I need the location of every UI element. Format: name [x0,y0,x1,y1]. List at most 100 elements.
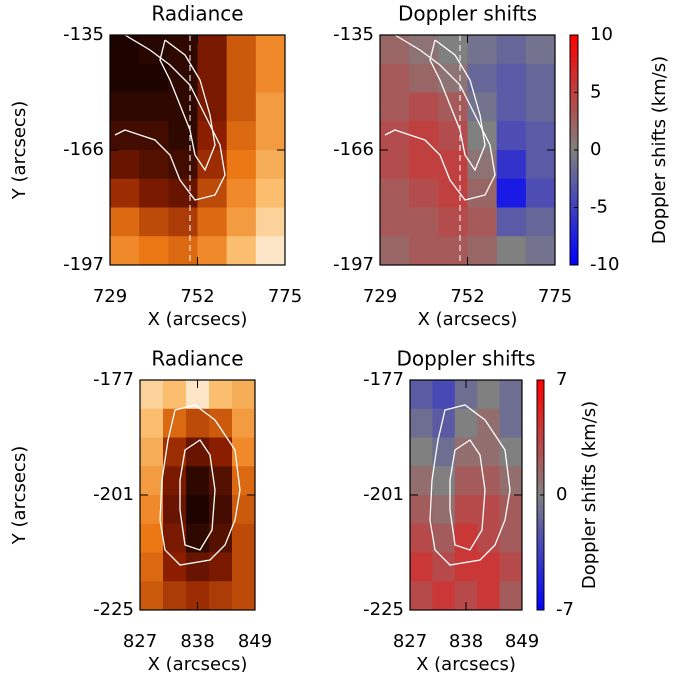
colorbar-strip [537,414,544,419]
heatmap-cell [168,207,198,237]
heatmap-cell [525,92,556,122]
contour [179,439,216,551]
heatmap-cell [140,380,164,410]
colorbar-strip [570,173,578,178]
heatmap-cell [380,178,410,208]
heatmap-cell [410,581,433,611]
heatmap-cell [477,552,501,582]
colorbar-strip [570,107,578,113]
y-tick-label: -166 [333,139,374,160]
heatmap-cell [140,581,164,611]
colorbar-label: Doppler shifts (km/s) [579,401,600,589]
y-tick-label: -201 [363,484,404,505]
colorbar-strip [570,130,578,136]
plot-title: Radiance [151,2,243,26]
heatmap-cell [163,552,187,582]
colorbar-strip [537,460,544,465]
heatmap-cell [454,380,478,410]
heatmap-cell [438,178,468,208]
heatmap-cell [432,581,456,611]
colorbar-strip [537,410,544,415]
heatmap-cell [209,523,233,553]
x-tick-label: 752 [180,286,214,307]
colorbar-strip [537,564,544,569]
colorbar-strip [537,518,544,523]
heatmap-cell [432,408,456,438]
heatmap-cell [454,552,478,582]
heatmap-cell [467,236,498,266]
colorbar-strip [537,399,544,404]
heatmap-cell [525,178,556,208]
colorbar-strip [570,261,578,266]
colorbar-strip [570,176,578,182]
heatmap-cell [255,178,286,208]
colorbar-tick-label: 0 [590,139,601,160]
colorbar-strip [537,567,544,573]
heatmap-cell [209,552,233,582]
colorbar-strip [537,571,544,576]
colorbar-strip [537,426,544,431]
heatmap-cell [140,495,164,525]
colorbar-strip [537,383,544,389]
heatmap-cell [438,92,468,122]
plot-title: Doppler shifts [396,347,535,371]
colorbar-strip [537,433,544,438]
heatmap-cell [499,437,523,467]
colorbar-strip [537,521,544,527]
colorbar-strip [537,456,544,461]
heatmap-cell [409,207,439,237]
colorbar-strip [537,380,544,385]
x-axis-label: X (arcsecs) [416,654,516,672]
heatmap-cell [477,581,501,611]
x-axis-label: X (arcsecs) [148,654,248,672]
colorbar-strip [537,437,544,442]
contour [449,439,486,551]
heatmap-cell [380,35,410,65]
heatmap-cell [140,552,164,582]
heatmap-cell [255,92,286,122]
contour-set [429,404,511,566]
colorbar-strip [537,583,544,588]
colorbar-strip [537,422,544,427]
heatmap-cell [168,35,198,65]
heatmap-cell [438,35,468,65]
heatmap-cell [168,236,198,266]
colorbar-strip [570,88,578,93]
colorbar-strip [537,418,544,423]
heatmap-cell [438,207,468,237]
heatmap-cell [477,523,501,553]
y-tick-label: -225 [93,599,134,620]
plot-title: Doppler shifts [398,2,537,26]
heatmap-cell [380,236,410,266]
colorbar-strip [570,234,578,239]
colorbar-strip [570,92,578,97]
colorbar-strip [537,468,544,473]
colorbar-strip [570,73,578,78]
heatmap-cell [496,178,527,208]
heatmap-cell [209,408,233,438]
colorbar-strip [537,575,544,580]
y-tick-label: -135 [63,24,104,45]
colorbar-strip [570,157,578,162]
colorbar-strip [537,491,544,496]
colorbar-strip [537,514,544,519]
colorbar-strip [570,192,578,197]
heatmap-cell [499,408,523,438]
y-tick-label: -135 [333,24,374,45]
colorbar-strip [570,242,578,247]
heatmap-cell [380,207,410,237]
heatmap-cell [140,408,164,438]
heatmap-cell [409,236,439,266]
heatmap-cell [525,207,556,237]
colorbar-strip [537,395,544,400]
heatmap-cell [525,236,556,266]
heatmap-cell [432,437,456,467]
y-axis-label: Y (arcsecs) [9,446,30,545]
heatmap-cell [232,380,256,410]
heatmap-cell [110,178,140,208]
x-tick-label: 849 [505,631,539,652]
heatmap-cell [232,466,256,496]
colorbar-strip [537,510,544,515]
colorbar-tick-label: 7 [556,369,567,390]
colorbar-strip [537,533,544,538]
